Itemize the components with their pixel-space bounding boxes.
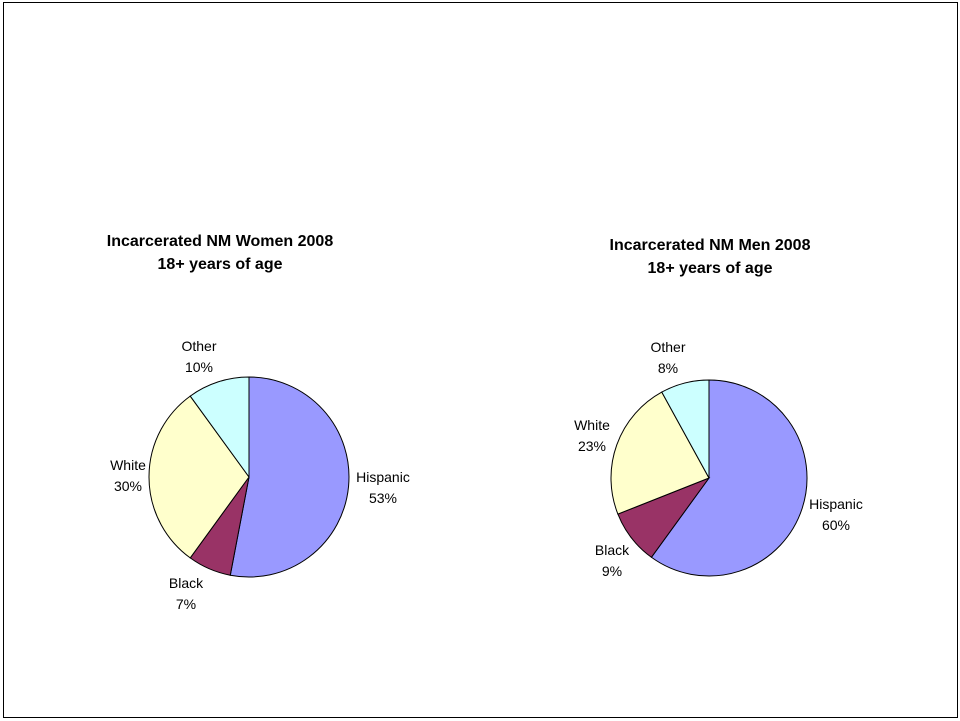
women-slice-hispanic — [229, 376, 350, 578]
men-chart-title-line1: Incarcerated NM Men 2008 — [609, 237, 811, 254]
women-slice-other — [189, 376, 250, 479]
women-label-other: Other 10% — [181, 338, 216, 375]
women-label-hispanic: Hispanic 53% — [356, 469, 410, 506]
men-slice-white — [610, 391, 710, 515]
women-label-other-value: 10% — [185, 359, 213, 375]
men-chart-title: Incarcerated NM Men 2008 18+ years of ag… — [580, 234, 840, 280]
men-slice-hispanic — [650, 379, 808, 577]
women-label-white-value: 30% — [114, 478, 142, 494]
men-label-black-name: Black — [595, 542, 630, 558]
women-label-white-name: White — [110, 457, 146, 473]
women-label-hispanic-name: Hispanic — [356, 469, 410, 485]
men-label-white-name: White — [574, 417, 610, 433]
men-label-black-value: 9% — [602, 563, 622, 579]
men-label-black: Black 9% — [595, 542, 630, 579]
women-label-hispanic-value: 53% — [369, 490, 397, 506]
women-label-other-name: Other — [181, 338, 216, 354]
men-label-white: White 23% — [574, 417, 610, 454]
women-chart-title: Incarcerated NM Women 2008 18+ years of … — [90, 230, 350, 276]
women-label-black-name: Black — [169, 575, 204, 591]
men-label-hispanic: Hispanic 60% — [809, 496, 863, 533]
men-label-other-value: 8% — [658, 360, 678, 376]
men-label-other: Other 8% — [650, 339, 685, 376]
women-slice-white — [148, 395, 250, 559]
women-chart-subtitle: 18+ years of age — [157, 256, 283, 273]
men-label-other-name: Other — [650, 339, 685, 355]
women-label-white: White 30% — [110, 457, 146, 494]
men-chart-subtitle: 18+ years of age — [647, 260, 773, 277]
women-chart-title-line1: Incarcerated NM Women 2008 — [106, 233, 334, 250]
men-label-hispanic-value: 60% — [822, 517, 850, 533]
men-label-white-value: 23% — [578, 438, 606, 454]
men-label-hispanic-name: Hispanic — [809, 496, 863, 512]
slide-frame — [3, 2, 958, 718]
women-label-black: Black 7% — [169, 575, 204, 612]
women-label-black-value: 7% — [176, 596, 196, 612]
men-slice-other — [661, 379, 710, 479]
